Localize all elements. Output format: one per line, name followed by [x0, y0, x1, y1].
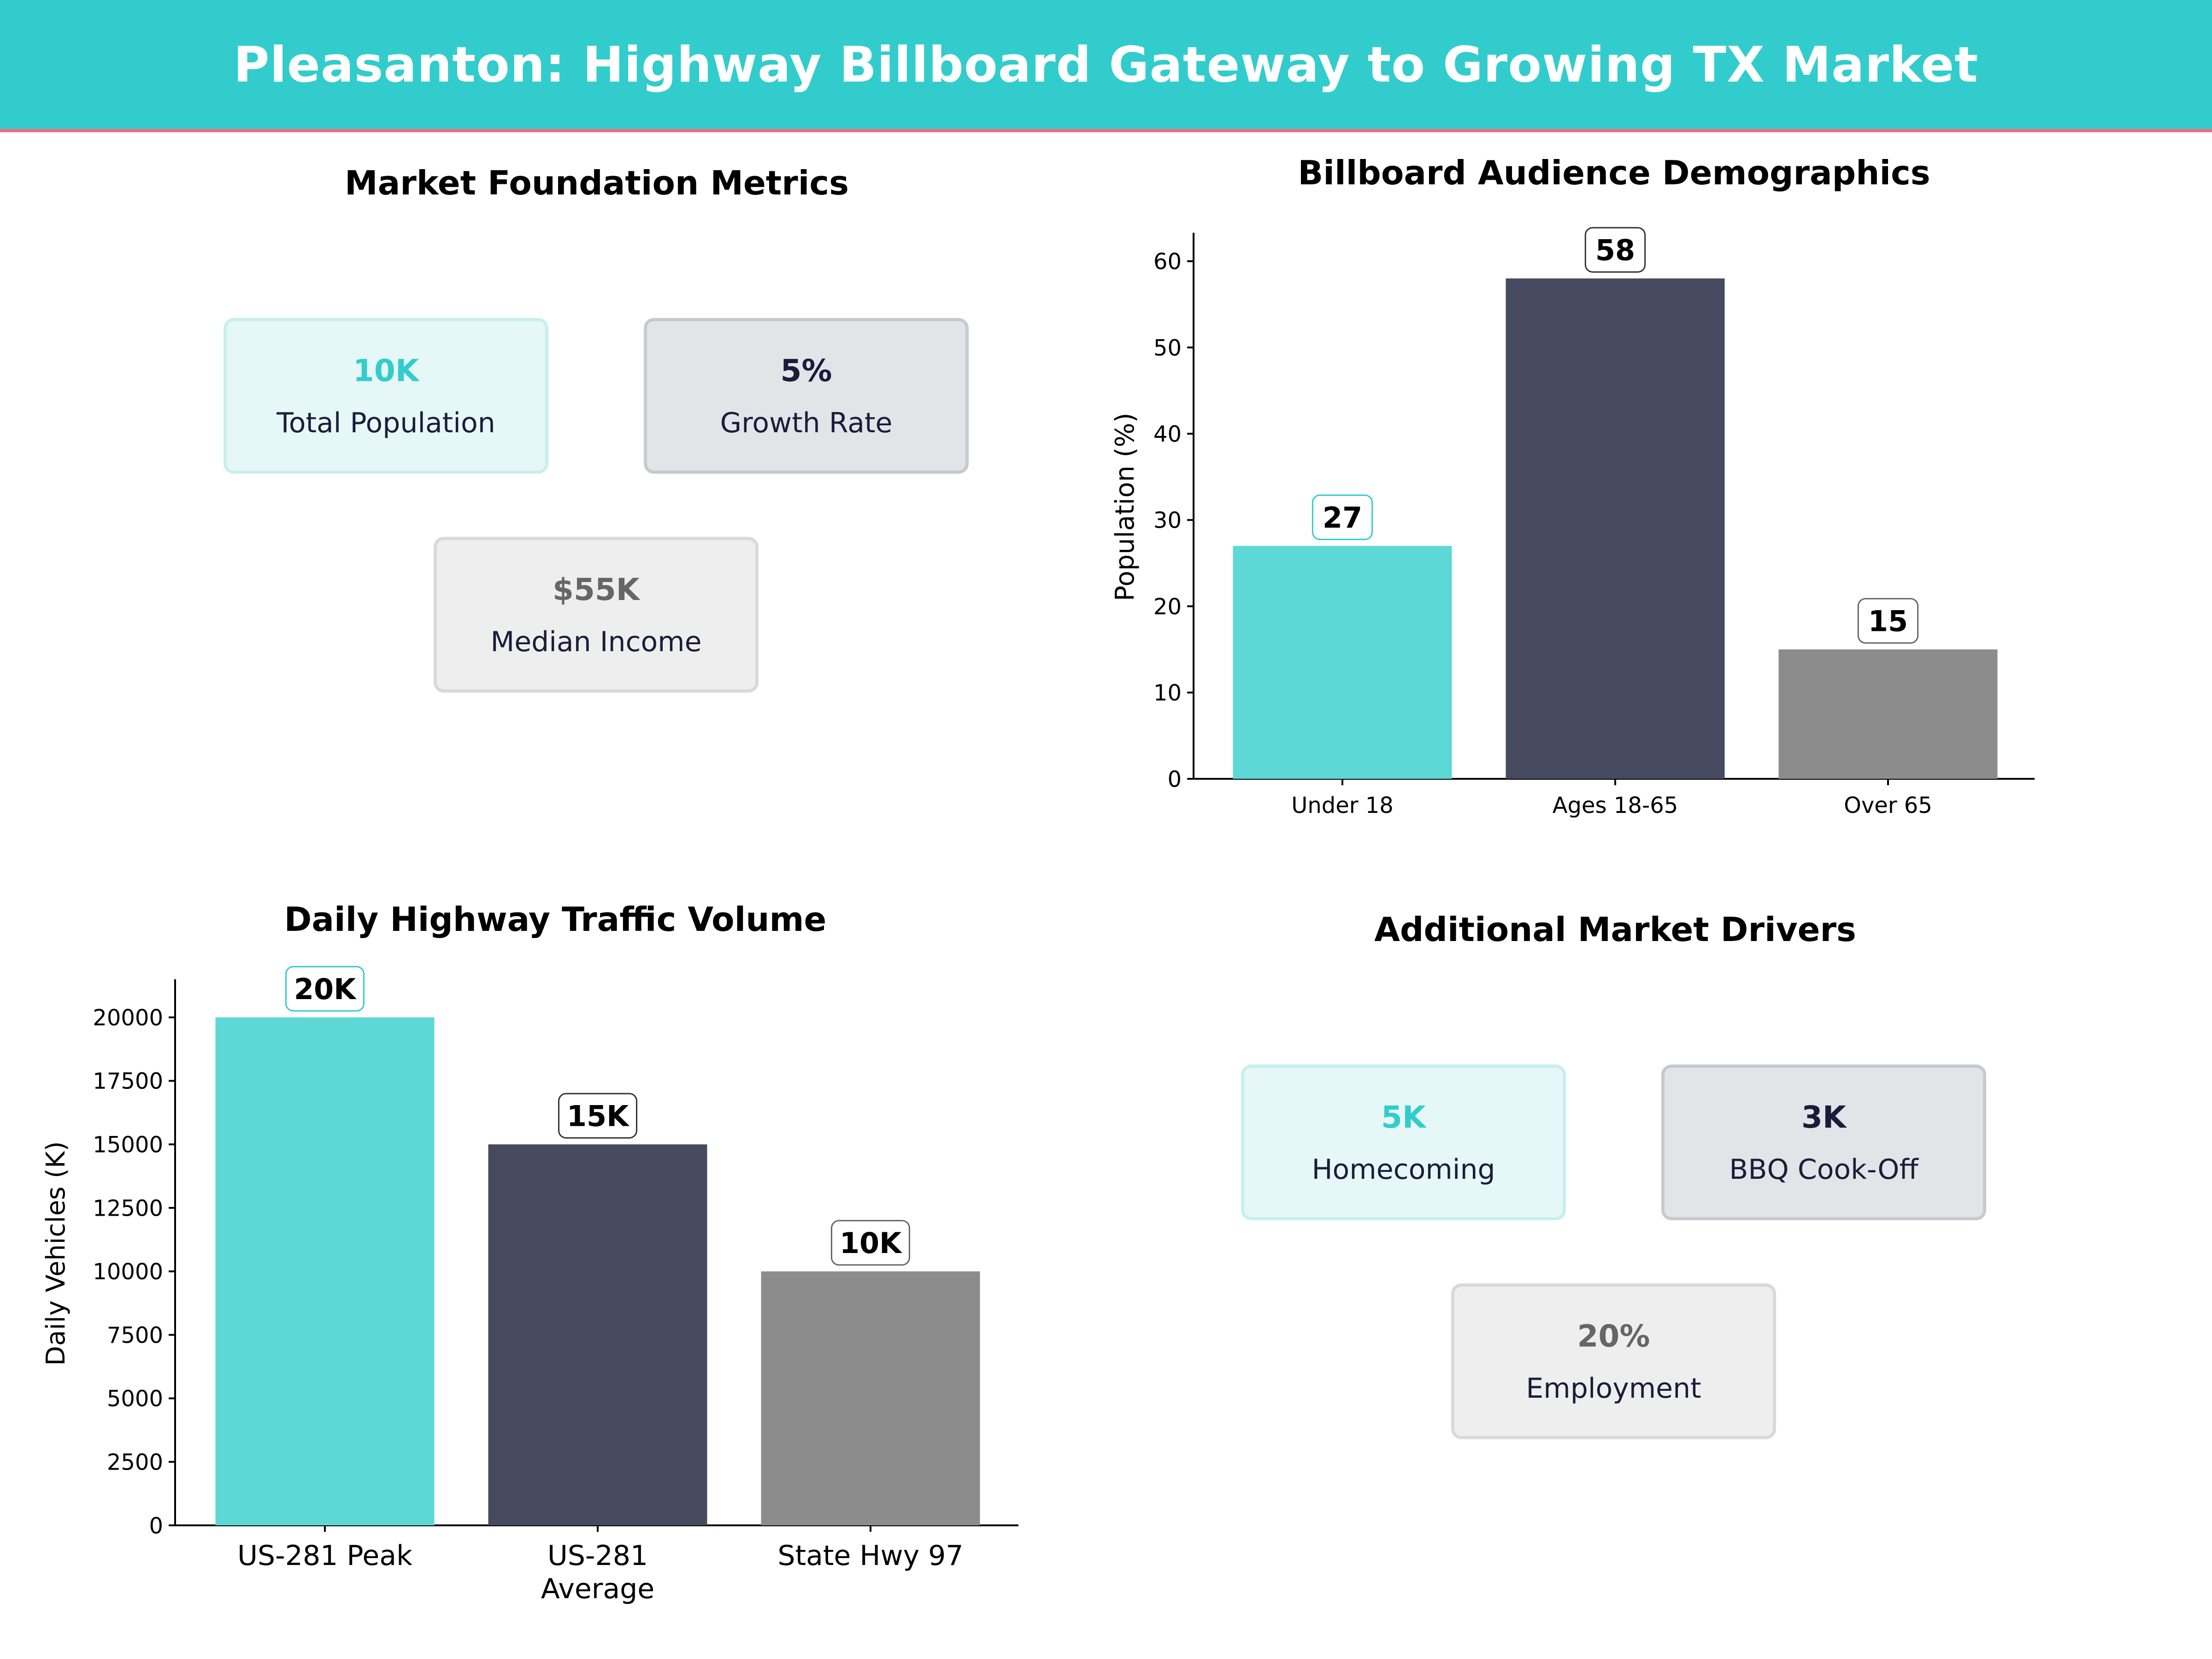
driver-label: BBQ Cook-Off: [1729, 1153, 1918, 1186]
y-tick-label: 10000: [93, 1259, 163, 1285]
y-axis-label: Daily Vehicles (K): [41, 1141, 71, 1365]
y-tick-label: 30: [1153, 508, 1182, 534]
chart-title: Daily Highway Traffic Volume: [284, 900, 827, 939]
bar: [1506, 278, 1725, 779]
value-label: 15: [1868, 604, 1908, 638]
chart-title: Billboard Audience Demographics: [1298, 153, 1930, 192]
y-tick-label: 20: [1153, 594, 1182, 620]
bar: [215, 1017, 435, 1525]
value-label: 20K: [294, 972, 357, 1006]
y-tick-label: 7500: [107, 1323, 163, 1348]
metric-value: 10K: [353, 353, 419, 388]
driver-value: 3K: [1801, 1099, 1847, 1135]
driver-label: Employment: [1526, 1372, 1701, 1405]
demographics-chart: Billboard Audience Demographics 0 10 20 30 40…: [1110, 153, 2035, 818]
y-tick-label: 17500: [93, 1069, 163, 1094]
page-title: Pleasanton: Highway Billboard Gateway to…: [233, 36, 1979, 93]
metric-value: 5%: [780, 353, 832, 388]
driver-label: Homecoming: [1312, 1153, 1495, 1186]
drivers-title: Additional Market Drivers: [1374, 910, 1856, 949]
y-tick-label: 20000: [93, 1005, 163, 1031]
metric-value: $55K: [553, 571, 640, 607]
metric-card-growth: 5% Growth Rate: [644, 318, 969, 474]
x-tick-label: US-281 Average: [541, 1540, 654, 1605]
bar: [1778, 649, 1998, 779]
driver-card-employment: 20% Employment: [1451, 1283, 1776, 1439]
y-tick-label: 60: [1153, 249, 1182, 275]
value-label: 15K: [567, 1100, 629, 1133]
bar: [1233, 546, 1452, 779]
x-tick-label: Over 65: [1844, 793, 1932, 818]
value-label: 27: [1323, 501, 1362, 535]
y-tick-label: 40: [1153, 421, 1182, 447]
x-tick-label: Ages 18-65: [1553, 793, 1678, 818]
value-label-box: [830, 1220, 911, 1266]
y-axis-label: Population (%): [1110, 413, 1140, 601]
metric-label: Growth Rate: [720, 406, 893, 439]
y-tick-label: 2500: [107, 1449, 163, 1475]
y-tick-label: 0: [149, 1513, 163, 1539]
y-tick-label: 15000: [93, 1132, 163, 1158]
value-label: 58: [1595, 233, 1635, 267]
value-label-box: [285, 966, 365, 1012]
metric-label: Total Population: [276, 406, 495, 439]
traffic-chart: Daily Highway Traffic Volume 0 2500 5000 750…: [41, 900, 1018, 1605]
value-label-box: [1312, 494, 1373, 541]
value-label-box: [1857, 598, 1919, 644]
metric-label: Median Income: [490, 625, 702, 658]
metric-card-population: 10K Total Population: [224, 318, 548, 474]
y-tick-label: 50: [1153, 335, 1182, 361]
bar: [761, 1271, 980, 1525]
driver-card-homecoming: 5K Homecoming: [1241, 1065, 1566, 1220]
y-tick-label: 10: [1153, 680, 1182, 706]
driver-value: 5K: [1381, 1099, 1426, 1135]
value-label-box: [1584, 227, 1646, 273]
y-tick-label: 12500: [93, 1195, 163, 1221]
x-tick-label: Under 18: [1291, 793, 1394, 818]
header-banner: Pleasanton: Highway Billboard Gateway to…: [0, 0, 2212, 132]
x-tick-label: State Hwy 97: [777, 1540, 963, 1572]
value-label-box: [558, 1093, 638, 1139]
y-tick-label: 0: [1167, 766, 1182, 792]
x-tick-label: US-281 Peak: [237, 1540, 412, 1572]
value-label: 10K: [840, 1226, 902, 1260]
y-tick-label: 5000: [107, 1386, 163, 1412]
foundation-title: Market Foundation Metrics: [345, 164, 849, 202]
metric-card-income: $55K Median Income: [434, 537, 759, 693]
bar: [488, 1144, 707, 1525]
driver-card-bbq: 3K BBQ Cook-Off: [1661, 1065, 1986, 1220]
driver-value: 20%: [1577, 1318, 1650, 1354]
